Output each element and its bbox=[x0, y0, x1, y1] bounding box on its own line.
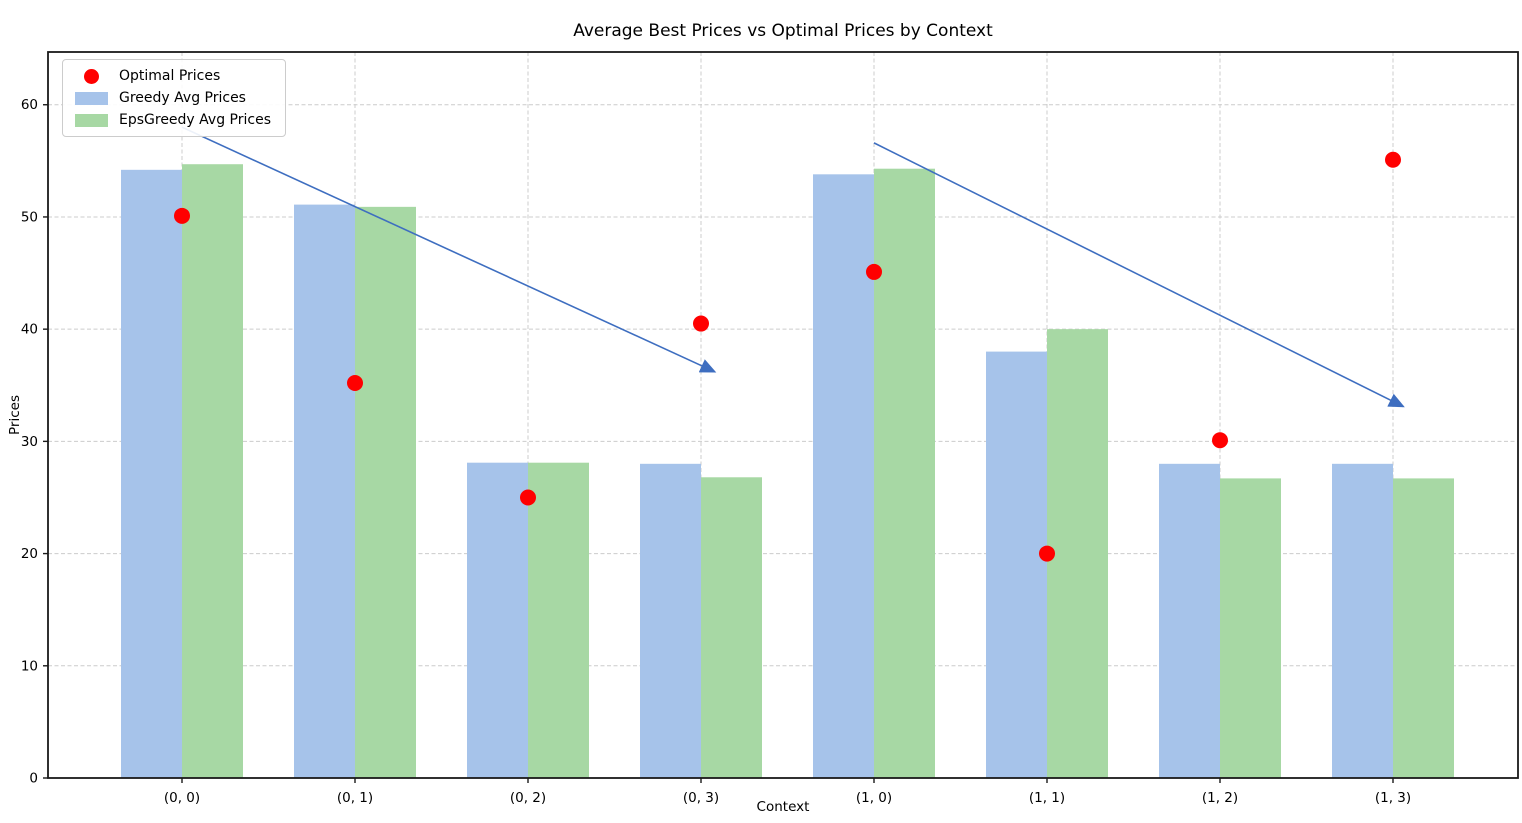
epsgreedy-bar-6 bbox=[1220, 478, 1281, 778]
epsgreedy-bar-4 bbox=[874, 168, 935, 778]
greedy-bar-7 bbox=[1332, 463, 1393, 778]
x-tick-label-6: (1, 2) bbox=[1202, 790, 1238, 806]
legend-marker-box bbox=[71, 68, 111, 84]
y-tick-label-50: 50 bbox=[21, 209, 38, 225]
optimal-dot-4 bbox=[866, 263, 882, 280]
x-tick-label-2: (0, 2) bbox=[510, 790, 546, 806]
legend-marker-box bbox=[71, 113, 111, 127]
greedy-bar-0 bbox=[121, 169, 182, 779]
trend-arrow-1 bbox=[873, 142, 1405, 408]
optimal-dot-3 bbox=[693, 315, 709, 332]
epsgreedy-swatch-icon bbox=[74, 113, 108, 127]
optimal-dot-0 bbox=[174, 207, 190, 224]
legend-item-label: Greedy Avg Prices bbox=[119, 90, 246, 106]
epsgreedy-bar-2 bbox=[528, 462, 589, 778]
epsgreedy-bar-7 bbox=[1393, 478, 1454, 778]
x-tick-label-7: (1, 3) bbox=[1375, 790, 1411, 806]
legend-item-greedy: Greedy Avg Prices bbox=[71, 89, 271, 107]
plot-frame bbox=[47, 51, 1519, 779]
x-tick-label-5: (1, 1) bbox=[1029, 790, 1065, 806]
trend-arrow-0 bbox=[181, 126, 717, 373]
legend-item-optimal: Optimal Prices bbox=[71, 67, 271, 85]
greedy-swatch-icon bbox=[74, 91, 108, 105]
optimal-dot-7 bbox=[1385, 151, 1401, 168]
greedy-bar-2 bbox=[467, 462, 528, 778]
greedy-bar-3 bbox=[640, 463, 701, 778]
epsgreedy-bar-5 bbox=[1047, 329, 1108, 778]
greedy-bar-5 bbox=[986, 351, 1047, 778]
y-tick-label-20: 20 bbox=[21, 546, 38, 562]
legend-marker-box bbox=[71, 91, 111, 105]
epsgreedy-bar-1 bbox=[355, 206, 416, 778]
greedy-bar-6 bbox=[1159, 463, 1220, 778]
legend: Optimal Prices Greedy Avg Prices EpsGree… bbox=[62, 59, 286, 137]
x-tick-label-3: (0, 3) bbox=[683, 790, 719, 806]
y-tick-label-60: 60 bbox=[21, 97, 38, 113]
y-tick-label-0: 0 bbox=[29, 771, 38, 787]
optimal-dot-6 bbox=[1212, 432, 1228, 449]
x-tick-label-4: (1, 0) bbox=[856, 790, 892, 806]
x-tick-label-1: (0, 1) bbox=[337, 790, 373, 806]
x-axis-label: Context bbox=[756, 799, 810, 815]
optimal-dot-1 bbox=[347, 375, 363, 392]
legend-item-label: Optimal Prices bbox=[119, 68, 221, 84]
greedy-bar-4 bbox=[813, 174, 874, 779]
x-tick-label-0: (0, 0) bbox=[164, 790, 200, 806]
legend-item-epsgreedy: EpsGreedy Avg Prices bbox=[71, 111, 271, 129]
epsgreedy-bar-3 bbox=[701, 477, 762, 778]
epsgreedy-bar-0 bbox=[182, 164, 243, 778]
optimal-dot-5 bbox=[1039, 545, 1055, 562]
greedy-bar-1 bbox=[294, 204, 355, 778]
optimal-dot-icon bbox=[83, 68, 99, 84]
chart-title: Average Best Prices vs Optimal Prices by… bbox=[573, 21, 993, 41]
y-tick-label-30: 30 bbox=[21, 434, 38, 450]
y-tick-label-10: 10 bbox=[21, 658, 38, 674]
y-tick-label-40: 40 bbox=[21, 322, 38, 338]
optimal-dot-2 bbox=[520, 489, 536, 506]
legend-item-label: EpsGreedy Avg Prices bbox=[119, 112, 271, 128]
